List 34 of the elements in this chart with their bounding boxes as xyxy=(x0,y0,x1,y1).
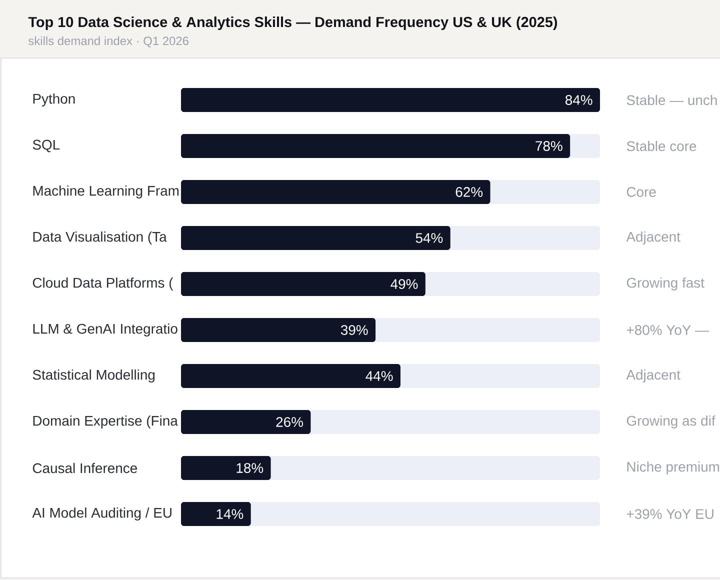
data-label: 44% xyxy=(366,371,393,381)
data-label: 26% xyxy=(276,417,303,427)
data-label: 54% xyxy=(416,233,443,243)
data-label: 78% xyxy=(536,141,562,151)
y-tick-label: Causal Inference xyxy=(32,462,137,474)
data-label: 84% xyxy=(565,95,592,105)
data-label: 14% xyxy=(216,509,244,519)
text: Adjacent xyxy=(626,370,680,383)
y-tick-label: Machine Learning Fram xyxy=(33,186,179,199)
y-tick-label: SQL xyxy=(32,140,60,152)
text: Niche premium xyxy=(627,462,720,475)
text: Stable — unch xyxy=(626,94,717,106)
y-tick-label: LLM & GenAI Integratio xyxy=(33,324,178,337)
text: Core xyxy=(626,187,656,197)
y-tick-label: Python xyxy=(33,94,75,107)
y-tick-label: Data Visualisation (Ta xyxy=(33,232,167,245)
text: Stable core xyxy=(626,140,696,152)
bar xyxy=(181,456,271,480)
y-tick-label: Statistical Modelling xyxy=(32,370,155,383)
y-tick-label: AI Model Auditing / EU xyxy=(32,508,172,521)
data-label: 18% xyxy=(236,463,264,473)
text: +80% YoY — xyxy=(626,325,710,335)
data-label: 62% xyxy=(456,187,483,197)
chart-subtitle: skills demand index · Q1 2026 xyxy=(28,36,188,48)
text: Adjacent xyxy=(626,232,680,245)
data-label: 39% xyxy=(340,325,368,335)
y-tick-label: Cloud Data Platforms ( xyxy=(32,278,174,291)
data-label: 49% xyxy=(390,279,418,289)
bar xyxy=(181,502,251,526)
y-tick-label: Domain Expertise (Fina xyxy=(33,416,178,429)
text: Growing as dif xyxy=(626,416,716,429)
text: Growing fast xyxy=(626,278,704,291)
chart-title: Top 10 Data Science & Analytics Skills — Demand Frequency US & UK (2025) xyxy=(28,16,558,30)
text: +39% YoY EU xyxy=(626,509,714,519)
